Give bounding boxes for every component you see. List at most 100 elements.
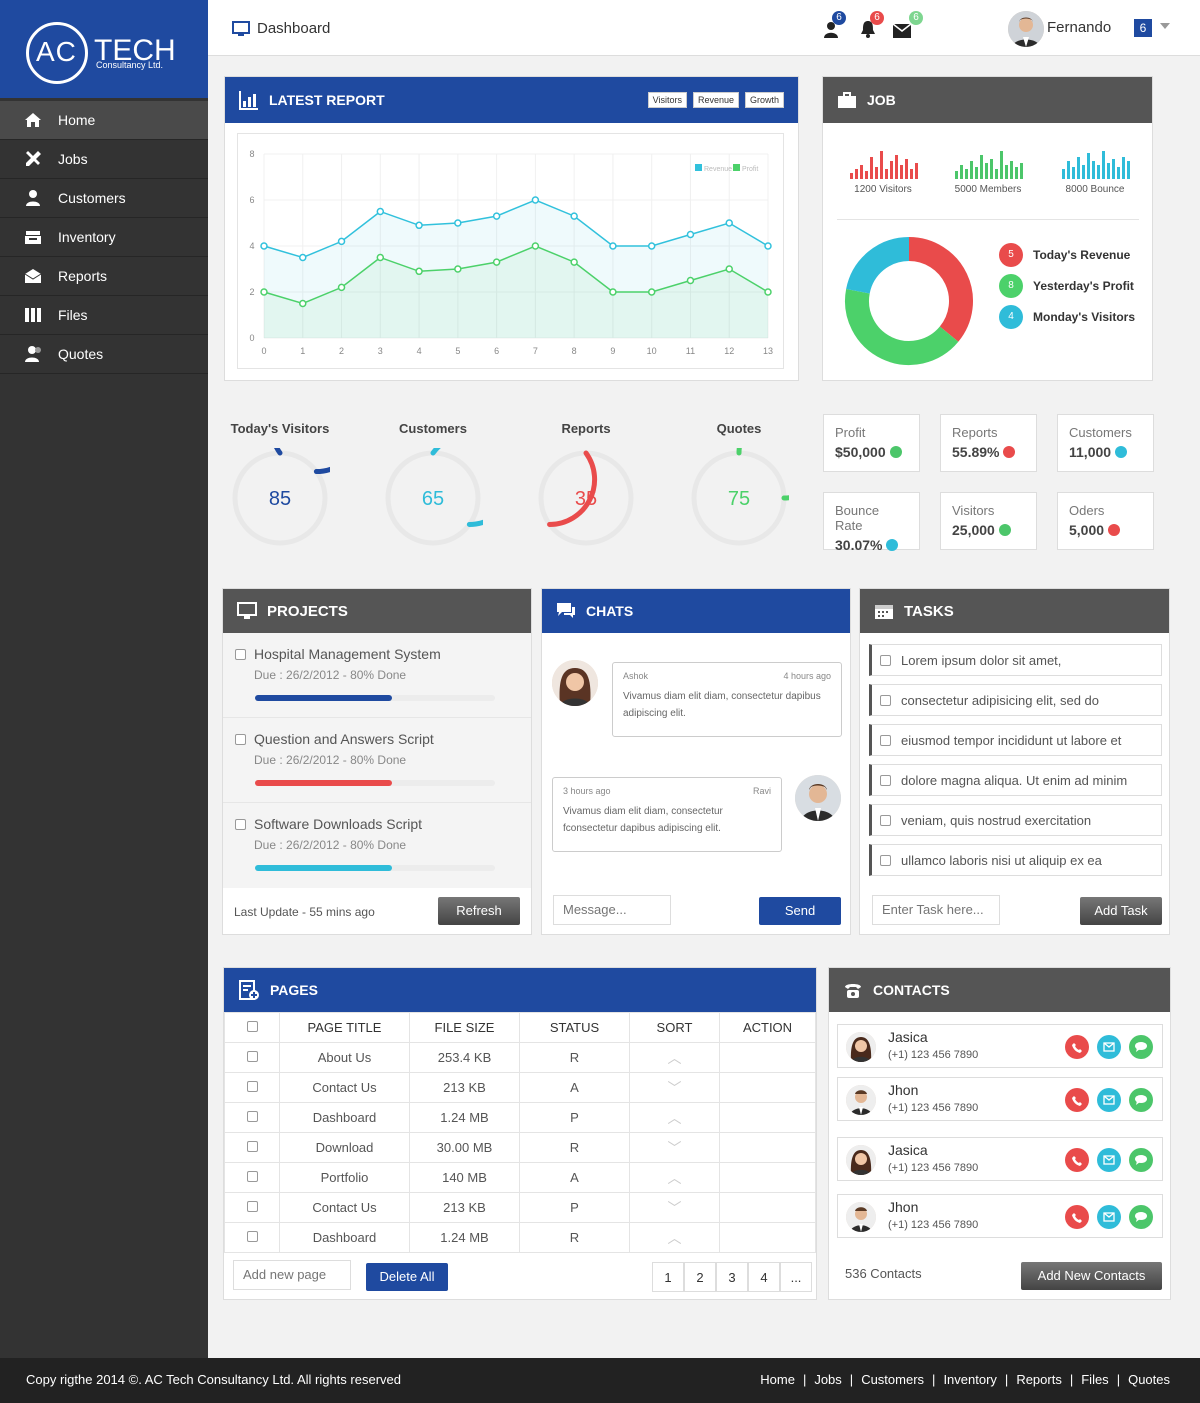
table-row[interactable]: Contact Us 213 KB P ﹀: [224, 1192, 816, 1223]
row-action[interactable]: [719, 1192, 816, 1223]
row-checkbox[interactable]: [246, 1231, 258, 1242]
sidebar-item-customers[interactable]: Customers: [0, 179, 208, 218]
task-checkbox[interactable]: [880, 854, 891, 866]
data-point[interactable]: [299, 253, 307, 262]
data-point[interactable]: [337, 283, 346, 292]
row-checkbox[interactable]: [246, 1081, 258, 1092]
footer-link-home[interactable]: Home: [760, 1372, 795, 1387]
row-action[interactable]: [719, 1072, 816, 1103]
task-item[interactable]: veniam, quis nostrud exercitation: [869, 804, 1162, 836]
row-checkbox[interactable]: [246, 1141, 258, 1152]
add-page-input[interactable]: [233, 1260, 351, 1290]
sidebar-item-home[interactable]: Home: [0, 101, 208, 140]
growth-button[interactable]: Growth: [744, 92, 784, 108]
project-checkbox[interactable]: [235, 649, 246, 660]
task-checkbox[interactable]: [880, 774, 891, 786]
row-action[interactable]: [719, 1222, 816, 1253]
task-item[interactable]: Lorem ipsum dolor sit amet,: [869, 644, 1162, 676]
col-status[interactable]: STATUS: [519, 1012, 630, 1043]
task-input[interactable]: [872, 895, 1000, 925]
breadcrumb[interactable]: Dashboard: [232, 20, 330, 37]
send-button[interactable]: Send: [759, 897, 841, 925]
email-button[interactable]: [1097, 1088, 1121, 1112]
table-row[interactable]: Dashboard 1.24 MB P ︿: [224, 1102, 816, 1133]
table-row[interactable]: About Us 253.4 KB R ︿: [224, 1042, 816, 1073]
mail-icon[interactable]: [893, 22, 911, 40]
data-point[interactable]: [454, 219, 462, 227]
col-action[interactable]: ACTION: [719, 1012, 816, 1043]
data-point[interactable]: [376, 207, 385, 216]
footer-link-customers[interactable]: Customers: [861, 1372, 925, 1387]
delete-all-button[interactable]: Delete All: [366, 1263, 448, 1291]
user-name[interactable]: Fernando: [1047, 19, 1112, 36]
chat-button[interactable]: [1129, 1035, 1153, 1059]
row-action[interactable]: [719, 1162, 816, 1193]
data-point[interactable]: [376, 253, 385, 262]
task-item[interactable]: consectetur adipisicing elit, sed do: [869, 684, 1162, 716]
footer-link-reports[interactable]: Reports: [1016, 1372, 1062, 1387]
donut-slice[interactable]: [908, 237, 973, 342]
data-point[interactable]: [492, 212, 501, 220]
data-point[interactable]: [570, 212, 578, 220]
project-item[interactable]: Hospital Management System Due : 26/2/20…: [223, 633, 531, 718]
data-point[interactable]: [647, 242, 656, 250]
bell-icon[interactable]: [859, 20, 877, 38]
data-point[interactable]: [415, 221, 423, 230]
data-point[interactable]: [531, 242, 540, 250]
message-input[interactable]: [553, 895, 671, 925]
footer-link-inventory[interactable]: Inventory: [943, 1372, 997, 1387]
data-point[interactable]: [415, 267, 423, 276]
data-point[interactable]: [337, 237, 346, 246]
sort-down-icon[interactable]: ﹀: [629, 1192, 720, 1223]
table-row[interactable]: Contact Us 213 KB A ﹀: [224, 1072, 816, 1103]
project-checkbox[interactable]: [235, 819, 246, 830]
task-checkbox[interactable]: [880, 694, 891, 706]
table-row[interactable]: Portfolio 140 MB A ︿: [224, 1162, 816, 1193]
project-item[interactable]: Software Downloads Script Due : 26/2/201…: [223, 803, 531, 888]
footer-link-quotes[interactable]: Quotes: [1128, 1372, 1170, 1387]
sort-up-icon[interactable]: ︿: [629, 1102, 720, 1133]
page-2-button[interactable]: 2: [684, 1262, 716, 1292]
call-button[interactable]: [1065, 1148, 1089, 1172]
footer-link-files[interactable]: Files: [1081, 1372, 1109, 1387]
contact-item[interactable]: Jhon (+1) 123 456 7890: [837, 1194, 1163, 1238]
data-point[interactable]: [299, 299, 307, 308]
sidebar-item-reports[interactable]: Reports: [0, 257, 208, 296]
data-point[interactable]: [260, 288, 268, 296]
task-item[interactable]: ullamco laboris nisi ut aliquip ex ea: [869, 844, 1162, 876]
footer-link-jobs[interactable]: Jobs: [814, 1372, 842, 1387]
row-checkbox[interactable]: [246, 1051, 258, 1062]
data-point[interactable]: [725, 219, 733, 227]
project-item[interactable]: Question and Answers Script Due : 26/2/2…: [223, 718, 531, 803]
donut-slice[interactable]: [846, 237, 910, 295]
data-point[interactable]: [609, 242, 617, 250]
row-checkbox[interactable]: [246, 1201, 258, 1212]
row-action[interactable]: [719, 1042, 816, 1073]
task-checkbox[interactable]: [880, 814, 891, 826]
chevron-down-icon[interactable]: [1160, 23, 1170, 29]
data-point[interactable]: [570, 258, 578, 266]
sidebar-item-jobs[interactable]: Jobs: [0, 140, 208, 179]
task-checkbox[interactable]: [880, 654, 891, 666]
page-more-button[interactable]: ...: [780, 1262, 812, 1292]
user-avatar[interactable]: [1008, 11, 1044, 47]
refresh-button[interactable]: Refresh: [438, 897, 520, 925]
data-point[interactable]: [764, 242, 772, 250]
sort-up-icon[interactable]: ︿: [629, 1042, 720, 1073]
task-item[interactable]: dolore magna aliqua. Ut enim ad minim: [869, 764, 1162, 796]
contact-item[interactable]: Jasica (+1) 123 456 7890: [837, 1137, 1163, 1181]
add-contact-button[interactable]: Add New Contacts: [1021, 1262, 1162, 1290]
data-point[interactable]: [647, 288, 656, 296]
sidebar-item-inventory[interactable]: Inventory: [0, 218, 208, 257]
sort-down-icon[interactable]: ﹀: [629, 1072, 720, 1103]
contact-item[interactable]: Jasica (+1) 123 456 7890: [837, 1024, 1163, 1068]
sidebar-item-quotes[interactable]: Quotes: [0, 335, 208, 374]
sort-down-icon[interactable]: ﹀: [629, 1132, 720, 1163]
sidebar-item-files[interactable]: Files: [0, 296, 208, 335]
row-checkbox[interactable]: [246, 1111, 258, 1122]
email-button[interactable]: [1097, 1205, 1121, 1229]
contact-item[interactable]: Jhon (+1) 123 456 7890: [837, 1077, 1163, 1121]
visitors-button[interactable]: Visitors: [647, 92, 687, 108]
data-point[interactable]: [531, 196, 540, 204]
page-1-button[interactable]: 1: [652, 1262, 684, 1292]
